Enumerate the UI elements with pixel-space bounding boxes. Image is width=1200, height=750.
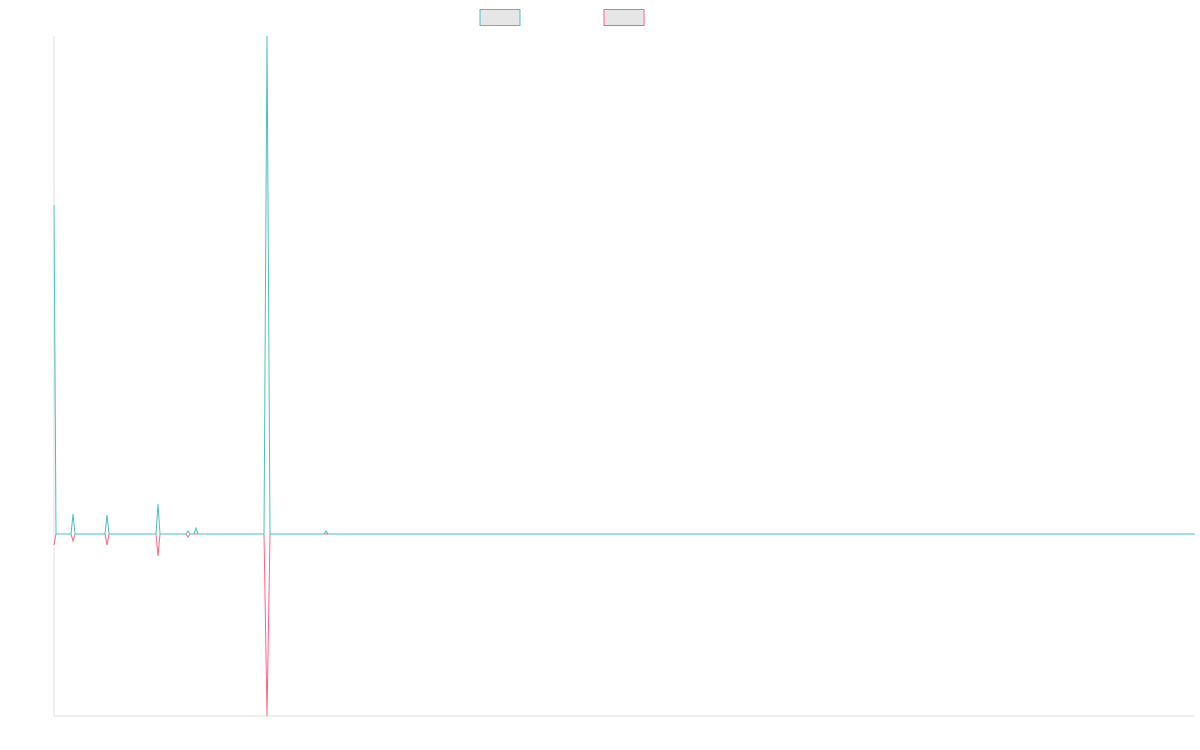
line-series: [53, 533, 1195, 717]
line-series: [53, 35, 1195, 535]
legend-swatch[interactable]: [603, 9, 645, 26]
legend-swatch[interactable]: [479, 9, 521, 26]
